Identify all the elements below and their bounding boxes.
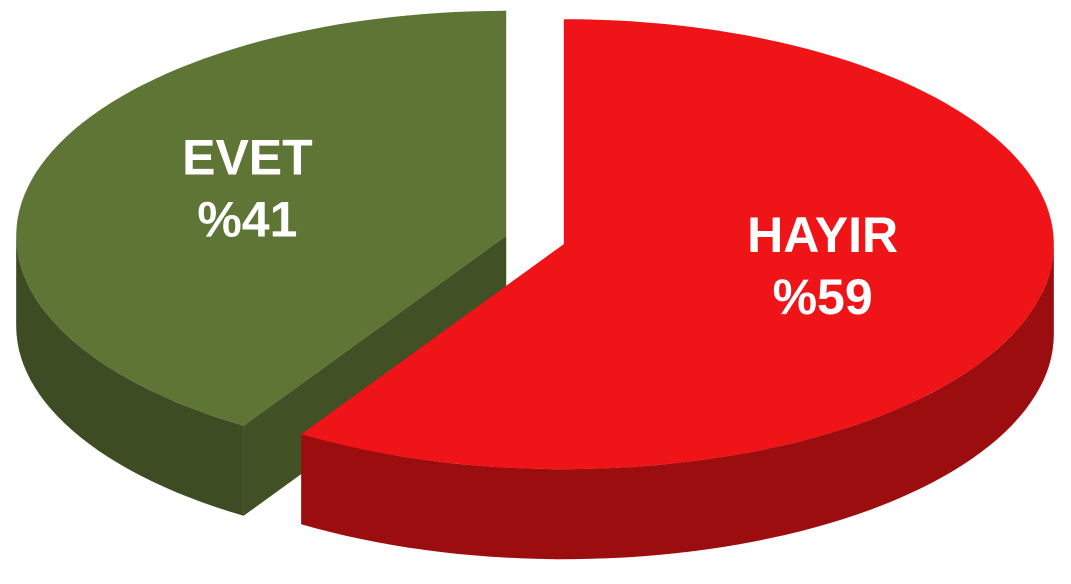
slice: HAYIR %59 — [301, 19, 1054, 560]
slice-value-label: %41 — [197, 191, 297, 247]
slice-top — [301, 19, 1054, 470]
slice-side — [16, 235, 244, 516]
slice-label: EVET — [182, 129, 313, 185]
slice-side-shade — [16, 235, 244, 516]
slice-top — [16, 10, 507, 426]
slice-side — [301, 244, 1054, 560]
slice-label: HAYIR — [747, 207, 898, 263]
slice-side-shade — [301, 244, 1054, 560]
slice-value-label: %59 — [773, 269, 873, 325]
